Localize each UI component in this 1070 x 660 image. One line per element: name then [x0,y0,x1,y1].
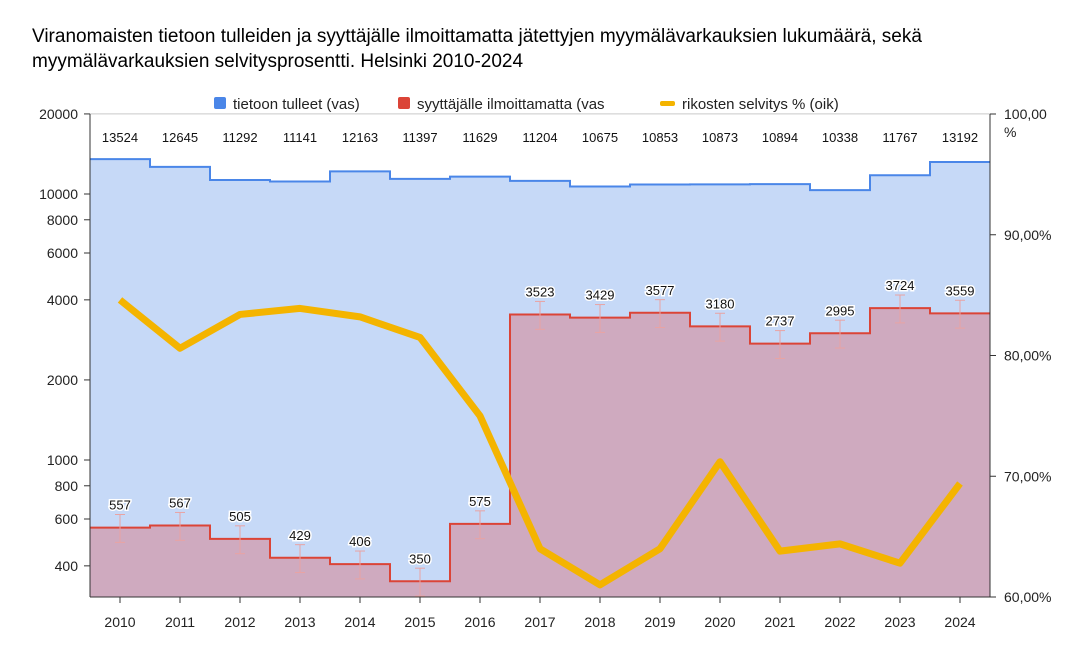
legend-swatch-line [660,101,675,106]
data-label-syyttajalle-ilmoittamatta: 3523 [526,285,555,300]
right-tick-label-line: 100,00 [1004,106,1047,122]
legend-label: tietoon tulleet (vas) [233,96,360,113]
left-tick-label: 20000 [39,106,78,122]
x-tick-label: 2017 [524,614,555,630]
data-label-tietoon-tulleet: 12163 [342,130,378,145]
x-tick-label: 2011 [165,614,195,630]
data-label-tietoon-tulleet: 11629 [462,130,497,145]
data-label-syyttajalle-ilmoittamatta: 2737 [766,314,795,329]
left-tick-label: 600 [55,511,79,527]
data-label-syyttajalle-ilmoittamatta: 3724 [886,278,915,293]
data-label-tietoon-tulleet: 10853 [642,130,678,145]
right-tick-label-line: 70,00% [1004,468,1051,484]
data-label-syyttajalle-ilmoittamatta: 557 [109,498,131,513]
x-tick-label: 2021 [764,614,795,630]
right-tick-label: 60,00% [1004,589,1051,605]
data-label-tietoon-tulleet: 11141 [283,130,317,145]
x-tick-label: 2023 [884,614,915,630]
left-tick-label: 10000 [39,186,78,202]
data-label-syyttajalle-ilmoittamatta: 567 [169,496,191,511]
right-tick-label-line: % [1004,124,1016,140]
left-tick-label: 1000 [47,452,78,468]
legend: tietoon tulleet (vas) syyttäjälle ilmoitt… [214,96,839,113]
data-label-tietoon-tulleet: 11397 [402,130,437,145]
data-label-tietoon-tulleet: 12645 [162,130,198,145]
data-label-syyttajalle-ilmoittamatta: 575 [469,494,491,509]
chart-title: Viranomaisten tietoon tulleiden ja syytt… [32,26,922,72]
x-tick-label: 2019 [644,614,675,630]
data-label-syyttajalle-ilmoittamatta: 406 [349,534,371,549]
error-bars [115,294,965,597]
data-label-syyttajalle-ilmoittamatta: 429 [289,528,311,543]
right-tick-label-line: 60,00% [1004,589,1051,605]
legend-swatch [398,97,410,109]
right-tick-label: 80,00% [1004,348,1051,364]
data-label-tietoon-tulleet: 10675 [582,130,618,145]
right-tick-label: 70,00% [1004,468,1051,484]
x-tick-label: 2022 [824,614,855,630]
data-label-syyttajalle-ilmoittamatta: 505 [229,509,251,524]
data-label-syyttajalle-ilmoittamatta: 3559 [946,283,975,298]
right-tick-label-line: 90,00% [1004,227,1051,243]
legend-swatch [214,97,226,109]
data-label-tietoon-tulleet: 10338 [822,130,858,145]
x-tick-label: 2013 [284,614,315,630]
data-label-tietoon-tulleet: 13192 [942,130,978,145]
x-tick-label: 2016 [464,614,495,630]
x-tick-label: 2012 [224,614,255,630]
data-label-syyttajalle-ilmoittamatta: 3577 [646,283,675,298]
data-label-syyttajalle-ilmoittamatta: 2995 [826,303,855,318]
area-series [90,158,990,597]
x-tick-label: 2020 [704,614,735,630]
right-tick-label: 100,00% [1004,106,1047,140]
data-label-syyttajalle-ilmoittamatta: 3429 [586,288,615,303]
legend-label: syyttäjälle ilmoittamatta (vas [417,96,605,113]
data-label-tietoon-tulleet: 11204 [522,130,557,145]
left-tick-label: 6000 [47,245,78,261]
left-tick-label: 4000 [47,292,78,308]
axes: 400 600 800 1000 2000 4000 6000 8000 10000 20000 6… [39,106,1051,630]
x-tick-label: 2010 [104,614,135,630]
line-series [117,297,963,589]
data-label-tietoon-tulleet: 11292 [222,130,257,145]
data-label-tietoon-tulleet: 10873 [702,130,738,145]
left-tick-label: 2000 [47,372,78,388]
right-tick-label: 90,00% [1004,227,1051,243]
data-label-tietoon-tulleet: 11767 [882,130,917,145]
x-tick-label: 2018 [584,614,615,630]
data-label-tietoon-tulleet: 13524 [102,130,138,145]
data-label-syyttajalle-ilmoittamatta: 350 [409,551,431,566]
x-tick-label: 2024 [944,614,975,630]
left-tick-label: 8000 [47,212,78,228]
left-tick-label: 400 [55,558,79,574]
legend-label: rikosten selvitys % (oik) [682,96,839,113]
series-line-tietoon-tulleet [90,158,990,192]
x-tick-label: 2014 [344,614,375,630]
data-label-syyttajalle-ilmoittamatta: 3180 [706,296,735,311]
right-tick-label-line: 80,00% [1004,348,1051,364]
data-labels: 13524 12645 11292 11141 12163 11397 11629 11204… [102,130,978,568]
left-tick-label: 800 [55,478,79,494]
data-label-tietoon-tulleet: 10894 [762,130,798,145]
x-tick-label: 2015 [404,614,435,630]
series-line-rikosten-selvitys [117,297,963,589]
